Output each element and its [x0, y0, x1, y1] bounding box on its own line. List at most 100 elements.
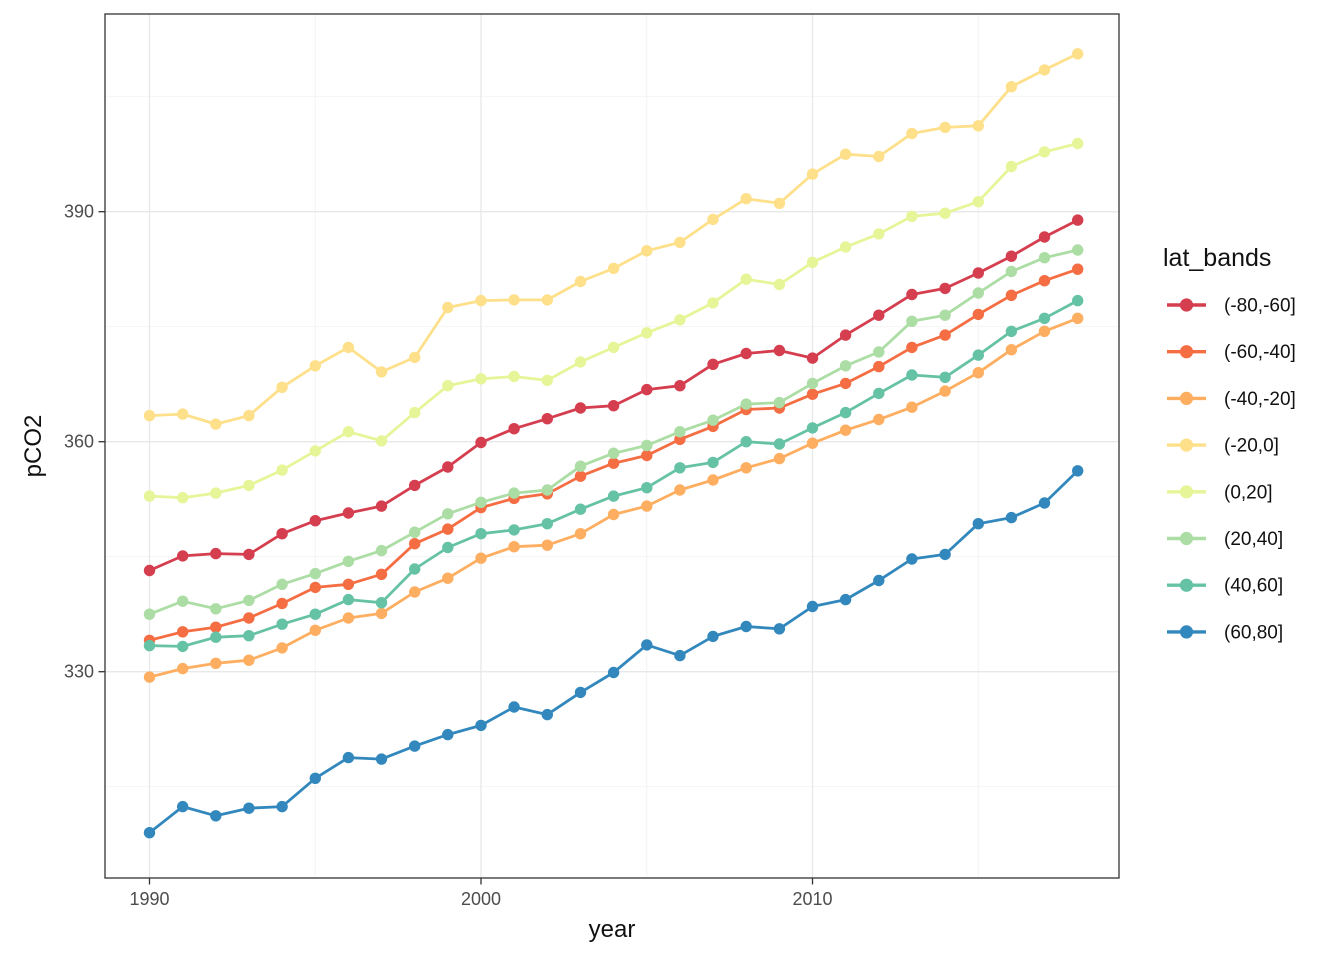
legend-item: (-20,0] [1167, 436, 1279, 457]
data-point [707, 213, 719, 226]
data-point [442, 461, 454, 473]
data-point [1005, 250, 1018, 262]
data-point [972, 287, 984, 299]
data-point [309, 624, 321, 636]
data-point [210, 657, 222, 669]
data-point [475, 719, 487, 732]
data-point [1005, 344, 1018, 356]
data-point [607, 447, 620, 459]
data-point [210, 621, 222, 633]
legend-label: (-60,-40] [1224, 342, 1296, 363]
data-point [1038, 252, 1051, 264]
data-point [607, 666, 620, 679]
data-point [508, 423, 520, 435]
data-point [972, 518, 984, 530]
data-point [773, 452, 786, 465]
panel-border [104, 13, 1120, 879]
data-point [276, 618, 288, 630]
data-point [508, 701, 520, 713]
data-point [839, 406, 852, 419]
data-point [607, 508, 620, 521]
data-point [276, 381, 288, 393]
data-point [806, 352, 819, 364]
data-point [409, 586, 421, 598]
data-point [972, 196, 984, 208]
data-point [210, 547, 222, 560]
data-point [1005, 325, 1018, 337]
series-points-(-80,-60] [143, 214, 1084, 577]
data-point [508, 541, 520, 553]
data-point [939, 207, 951, 219]
data-point [309, 772, 321, 784]
x-tick-label: 2000 [461, 889, 501, 909]
data-point [442, 301, 454, 314]
data-point [442, 523, 454, 535]
data-point [740, 462, 752, 474]
data-point [1038, 275, 1051, 287]
data-point [806, 256, 819, 268]
data-point [740, 436, 752, 448]
data-point [375, 435, 388, 447]
data-point [442, 380, 454, 392]
legend-key-point [1179, 485, 1194, 499]
data-point [707, 456, 719, 469]
data-point [409, 406, 421, 419]
data-point [342, 507, 355, 519]
data-point [276, 464, 288, 476]
data-point [707, 414, 719, 426]
data-point [641, 482, 653, 494]
data-point [906, 315, 918, 327]
data-point [740, 620, 752, 633]
data-point [1038, 64, 1051, 76]
data-point [972, 308, 984, 321]
data-point [674, 649, 686, 662]
data-point [773, 623, 786, 635]
data-point [839, 360, 852, 372]
data-point [607, 457, 620, 469]
data-point [939, 329, 951, 341]
data-point [641, 439, 653, 452]
data-point [607, 400, 620, 412]
y-axis-title: pCO2 [20, 414, 47, 478]
series-points-(-60,-40] [143, 263, 1084, 646]
data-point [574, 460, 587, 472]
legend-label: (-20,0] [1224, 436, 1279, 457]
data-point [574, 686, 587, 699]
data-point [906, 127, 918, 140]
series-points-(40,60] [143, 294, 1084, 653]
data-point [143, 639, 156, 652]
y-tick-label: 330 [64, 662, 94, 682]
data-point [342, 555, 355, 567]
data-point [475, 294, 487, 307]
legend-item: (40,60] [1167, 576, 1283, 597]
data-point [873, 360, 885, 373]
data-point [177, 595, 189, 607]
data-point [541, 518, 553, 530]
data-point [806, 168, 819, 180]
data-point [674, 236, 686, 249]
legend-key-point [1179, 531, 1194, 546]
data-point [243, 409, 255, 422]
data-point [707, 358, 719, 370]
data-point [243, 630, 255, 642]
legend-label: (0,20] [1224, 482, 1273, 503]
data-point [210, 631, 222, 643]
data-point [243, 654, 255, 666]
data-point [508, 524, 520, 536]
legend-item: (0,20] [1167, 482, 1273, 503]
y-tick-label: 390 [64, 202, 94, 222]
data-point [442, 508, 454, 520]
data-point [243, 548, 255, 561]
data-point [674, 426, 686, 438]
axes: 1990 2000 2010 330 360 390 [64, 202, 833, 909]
data-point [740, 347, 752, 360]
data-point [607, 262, 620, 275]
data-point [873, 228, 885, 240]
data-point [177, 550, 189, 562]
data-point [806, 600, 819, 613]
data-point [773, 396, 786, 409]
data-point [177, 640, 189, 653]
data-point [1038, 497, 1051, 509]
data-point [442, 728, 454, 741]
data-point [342, 751, 355, 764]
